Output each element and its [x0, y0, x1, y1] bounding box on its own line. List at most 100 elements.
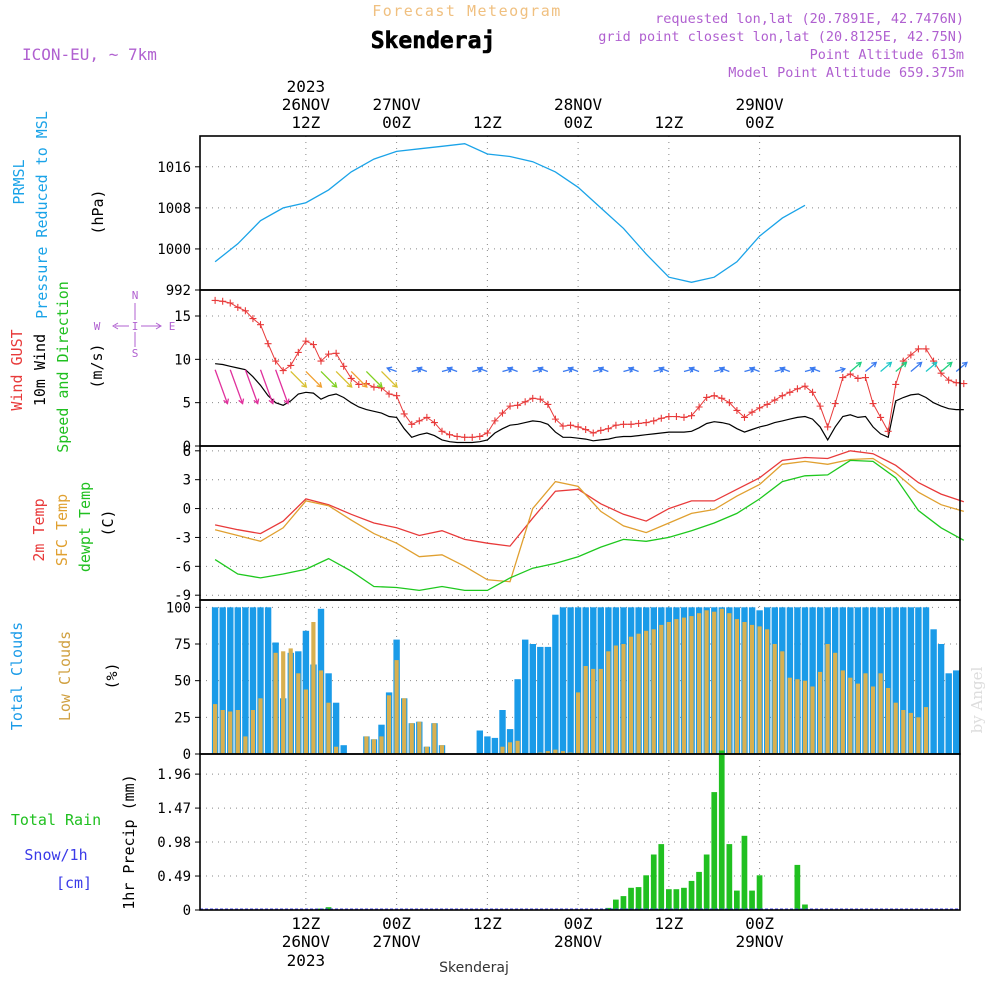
- point-altitude: Point Altitude 613m: [810, 47, 964, 63]
- wind-direction-arrow: [244, 369, 259, 404]
- low-cloud-bar: [417, 721, 422, 754]
- bottom-hour-label: 00Z: [745, 914, 774, 933]
- rain-bar: [635, 887, 642, 910]
- gust-marker: [332, 349, 340, 357]
- low-cloud-bar: [742, 622, 747, 754]
- rain-bar: [749, 890, 755, 910]
- gust-marker: [393, 392, 401, 400]
- low-cloud-bar: [386, 695, 392, 754]
- low-cloud-bar: [734, 619, 739, 754]
- wind10-line: [215, 363, 964, 444]
- wind-direction-arrow: [290, 371, 307, 388]
- panel-clouds: 0 25 50 75 100: [166, 599, 961, 763]
- gust-marker: [831, 400, 839, 408]
- low-cloud-bar: [833, 652, 838, 754]
- low-cloud-bar: [757, 626, 762, 754]
- gust-marker: [733, 406, 741, 414]
- precip-panel-labels: Total Rain Snow/1h [cm] 1hr Precip (mm): [11, 774, 138, 909]
- gust-marker: [249, 315, 257, 323]
- top-hour-label: 12Z: [473, 113, 502, 132]
- gust-marker: [521, 398, 529, 406]
- panel-frame: [199, 289, 961, 447]
- gust-marker: [907, 351, 915, 359]
- low-cloud-bar: [606, 651, 611, 754]
- gust-marker: [619, 420, 627, 428]
- gust-marker: [816, 402, 824, 410]
- bottom-date-label: 28NOV: [554, 932, 603, 951]
- bottom-hour-label: 12Z: [654, 914, 683, 933]
- wind-panel-labels: Wind GUST 10m Wind Speed and Direction (…: [8, 281, 175, 453]
- panel-frame: [199, 445, 961, 601]
- gust-marker: [884, 427, 892, 435]
- gust-marker: [400, 410, 408, 418]
- pressure-unit: (hPa): [89, 189, 107, 234]
- low-cloud-bar: [908, 712, 913, 754]
- gust-marker: [854, 374, 862, 382]
- ytick-label: 0.49: [157, 869, 191, 885]
- total-cloud-bar: [915, 607, 922, 754]
- gust-marker: [446, 431, 454, 439]
- wind-direction-arrow: [659, 367, 670, 373]
- snow-unit-label: [cm]: [56, 874, 92, 892]
- wind-arrowhead: [238, 398, 245, 405]
- total-cloud-bar: [234, 607, 241, 754]
- low-cloud-bar: [651, 629, 656, 754]
- gust-marker: [740, 413, 748, 421]
- top-hour-label: 00Z: [745, 113, 774, 132]
- gust-marker: [453, 432, 461, 440]
- wind-direction-arrow: [275, 369, 289, 404]
- wind-arrowhead: [916, 361, 923, 368]
- low-cloud-bar: [591, 668, 596, 754]
- gust-marker: [922, 345, 930, 353]
- gust-marker: [476, 432, 484, 440]
- gust-marker: [945, 376, 953, 384]
- gust-marker: [506, 402, 514, 410]
- low-cloud-bar: [545, 751, 550, 754]
- low-cloud-bar: [840, 670, 845, 754]
- gust-marker: [718, 394, 726, 402]
- total-cloud-bar: [801, 607, 809, 754]
- bottom-hour-label: 12Z: [473, 914, 502, 933]
- ytick-label: 6: [183, 444, 191, 460]
- pressure-label-2: Pressure Reduced to MSL: [33, 111, 51, 319]
- low-cloud-bar: [326, 702, 331, 754]
- gust-marker: [952, 379, 960, 387]
- wind-arrowhead: [386, 366, 393, 373]
- rain-bar: [718, 750, 725, 910]
- ytick-label: 1016: [157, 160, 191, 176]
- low-cloud-bar: [228, 711, 233, 754]
- wind-arrowhead: [301, 382, 308, 388]
- gust-marker: [725, 399, 733, 407]
- gust-marker: [771, 396, 779, 404]
- total-cloud-bar: [945, 673, 952, 754]
- wind-direction-arrow: [598, 367, 609, 373]
- wind-direction-arrow: [365, 371, 383, 388]
- gust-marker: [612, 421, 620, 429]
- gust-marker: [241, 307, 249, 315]
- wind10-label: 10m Wind: [31, 334, 49, 406]
- wind-direction-arrow: [689, 367, 700, 373]
- compass-s: S: [132, 347, 139, 360]
- total-cloud-bar: [522, 639, 529, 754]
- ytick-label: 3: [183, 473, 191, 489]
- top-hour-label: 00Z: [382, 113, 411, 132]
- rain-bar: [794, 864, 801, 910]
- low-cloud-bar: [394, 660, 399, 754]
- requested-coords: requested lon,lat (20.7891E, 42.7476N): [655, 11, 964, 27]
- wind-direction-arrow: [350, 371, 368, 388]
- gust-marker: [498, 409, 506, 417]
- low-cloud-bar: [243, 736, 248, 754]
- gust-marker: [438, 427, 446, 435]
- gust-marker: [657, 414, 665, 422]
- wind-arrowhead: [268, 398, 275, 405]
- low-cloud-bar: [553, 749, 558, 754]
- top-year-label: 2023: [287, 77, 326, 96]
- gust-marker: [672, 413, 680, 421]
- gust-marker: [551, 415, 559, 423]
- ytick-label: 50: [174, 674, 191, 690]
- ytick-label: 10: [174, 352, 191, 368]
- model-label: ICON-EU, ~ 7km: [22, 45, 157, 64]
- compass-icon: N S W E I: [94, 289, 176, 360]
- top-hour-label: 00Z: [564, 113, 593, 132]
- wind-direction-arrow: [780, 367, 791, 373]
